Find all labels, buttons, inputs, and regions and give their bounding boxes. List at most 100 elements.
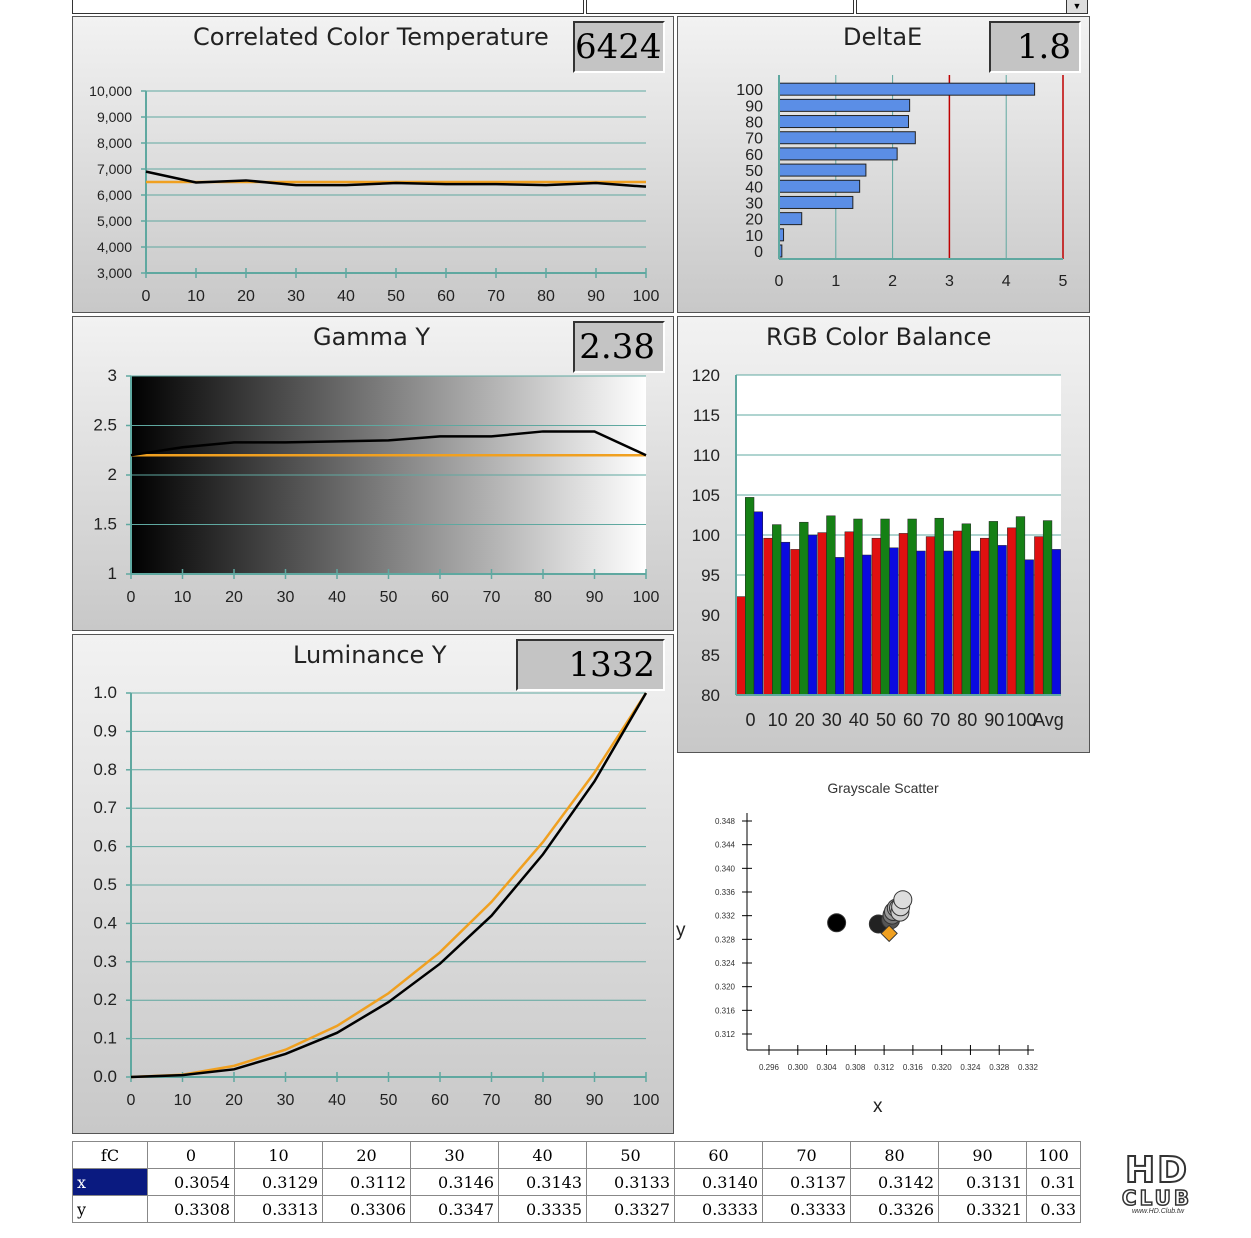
x-tick-label: 10 xyxy=(768,710,788,730)
row-label[interactable]: x xyxy=(72,1168,148,1196)
x-tick-label: 30 xyxy=(277,589,295,606)
column-header: 10 xyxy=(234,1141,323,1169)
x-tick-label: 10 xyxy=(187,288,205,305)
x-tick-label: 50 xyxy=(387,288,405,305)
rgb-bar-b xyxy=(862,554,872,696)
rgb-bar-r xyxy=(871,537,881,696)
y-tick-label: 0.8 xyxy=(93,760,117,779)
scatter-point xyxy=(827,913,847,933)
rgb-bar-b xyxy=(1024,559,1034,696)
data-table: fC 0 10 20 30 40 50 60 70 80 90 100 x 0.3054 0.3129 0.… xyxy=(72,1141,1081,1223)
scatter-point xyxy=(893,890,913,910)
table-cell: 0.3140 xyxy=(674,1168,763,1196)
column-header: 20 xyxy=(322,1141,411,1169)
table-cell: 0.3308 xyxy=(147,1195,235,1223)
scatter-xlabel: x xyxy=(873,1096,883,1117)
y-tick-label: 10,000 xyxy=(89,83,132,99)
scatter-title: Grayscale Scatter xyxy=(827,780,939,796)
rgb-bar-g xyxy=(1042,520,1053,696)
rgb-bar-r xyxy=(925,536,936,696)
row-label[interactable]: y xyxy=(72,1195,148,1223)
top-strip-left xyxy=(72,0,584,14)
rgb-panel: RGB Color Balance 80 85 90 95 100 105 110 115 12… xyxy=(677,316,1090,753)
y-tick-label: 90 xyxy=(701,606,720,625)
deltae-bar xyxy=(778,147,898,161)
rgb-bar-b xyxy=(970,550,980,696)
y-tick-label: 0.0 xyxy=(93,1067,117,1086)
y-tick-label: 110 xyxy=(693,446,720,465)
y-tick-label: 1 xyxy=(108,564,117,583)
x-tick-label: 50 xyxy=(380,1092,398,1109)
y-tick-label: 2.5 xyxy=(93,416,117,435)
table-cell: 0.3129 xyxy=(234,1168,323,1196)
x-tick-label: 70 xyxy=(930,710,950,730)
x-tick-label: 30 xyxy=(287,288,305,305)
table-cell: 0.3137 xyxy=(762,1168,851,1196)
x-tick-label: 70 xyxy=(483,1092,501,1109)
y-tick-label: 90 xyxy=(745,98,763,115)
column-header: 0 xyxy=(147,1141,235,1169)
rgb-bar-r xyxy=(844,531,854,696)
x-tick-label: 20 xyxy=(225,589,243,606)
x-tick-label: 0.296 xyxy=(759,1063,780,1072)
y-tick-label: 7,000 xyxy=(97,161,132,177)
x-tick-label: 50 xyxy=(876,710,896,730)
scatter-ylabel: y xyxy=(676,920,686,941)
x-tick-label: 0.328 xyxy=(989,1063,1010,1072)
deltae-bar xyxy=(778,163,867,177)
table-row[interactable]: y 0.3308 0.3313 0.3306 0.3347 0.3335 0.3327 0.3… xyxy=(72,1195,1081,1223)
table-cell: 0.3347 xyxy=(410,1195,499,1223)
x-tick-label: 0.304 xyxy=(817,1063,838,1072)
y-tick-label: 0.312 xyxy=(715,1030,736,1039)
column-header: 30 xyxy=(410,1141,499,1169)
chevron-down-icon[interactable]: ▼ xyxy=(1066,0,1087,13)
y-tick-label: 95 xyxy=(701,566,720,585)
rgb-bar-r xyxy=(763,537,773,696)
column-header: 70 xyxy=(762,1141,851,1169)
x-tick-label: 0.312 xyxy=(874,1063,895,1072)
rgb-bar-g xyxy=(853,518,863,696)
x-tick-label: 4 xyxy=(1002,273,1011,290)
scatter-panel: Grayscale Scatter y x 0.312 0.316 0.320 0.3… xyxy=(676,758,1087,1134)
y-tick-label: 8,000 xyxy=(97,135,132,151)
x-tick-label: 20 xyxy=(225,1092,243,1109)
x-tick-label: 40 xyxy=(337,288,355,305)
table-cell: 0.3143 xyxy=(498,1168,587,1196)
y-tick-label: 0.332 xyxy=(715,912,736,921)
x-tick-label: 0 xyxy=(127,589,136,606)
table-cell: 0.3313 xyxy=(234,1195,323,1223)
y-tick-label: 105 xyxy=(692,486,720,505)
rgb-bar-g xyxy=(799,521,809,696)
rgb-bar-r xyxy=(980,537,990,696)
logo-mark: HD xyxy=(1124,1150,1189,1191)
lum-panel: Luminance Y 1332 0.0 0.1 0.2 0.3 0.4 0.5 0.6 0.… xyxy=(72,634,674,1134)
x-tick-label: 90 xyxy=(984,710,1004,730)
table-row[interactable]: x 0.3054 0.3129 0.3112 0.3146 0.3143 0.3133 0.3… xyxy=(72,1168,1081,1196)
top-strip-right[interactable]: ▼ xyxy=(856,0,1088,14)
rgb-bar-r xyxy=(817,532,827,696)
rgb-bar-g xyxy=(988,521,999,696)
rgb-bar-r xyxy=(790,549,800,696)
x-tick-label: 100 xyxy=(633,288,660,305)
rgb-bar-b xyxy=(807,534,818,696)
deltae-bar xyxy=(778,131,916,145)
x-tick-label: 0.320 xyxy=(932,1063,953,1072)
x-tick-label: 0.316 xyxy=(903,1063,924,1072)
x-tick-label: 70 xyxy=(487,288,505,305)
x-tick-label: 50 xyxy=(380,589,398,606)
lum-chart: 0.0 0.1 0.2 0.3 0.4 0.5 0.6 0.7 0.8 0.9 1.0 0 10 20 30… xyxy=(93,683,659,1109)
x-tick-label: 80 xyxy=(957,710,977,730)
table-cell: 0.3131 xyxy=(938,1168,1027,1196)
y-tick-label: 0.1 xyxy=(93,1029,117,1048)
rgb-bar-g xyxy=(934,517,944,696)
deltae-title: DeltaE xyxy=(843,23,923,51)
y-tick-label: 70 xyxy=(745,131,763,148)
rgb-bar-b xyxy=(997,545,1007,696)
x-tick-label: 0.300 xyxy=(788,1063,809,1072)
rgb-bar-b xyxy=(943,550,953,696)
y-tick-label: 120 xyxy=(692,366,720,385)
gamma-panel: Gamma Y 2.38 1 1.5 2 2.5 3 0 10 20 30 40 50 60 70 80 9… xyxy=(72,316,674,631)
y-tick-label: 60 xyxy=(745,147,763,164)
y-tick-label: 50 xyxy=(745,163,763,180)
rgb-bar-g xyxy=(1015,516,1026,696)
